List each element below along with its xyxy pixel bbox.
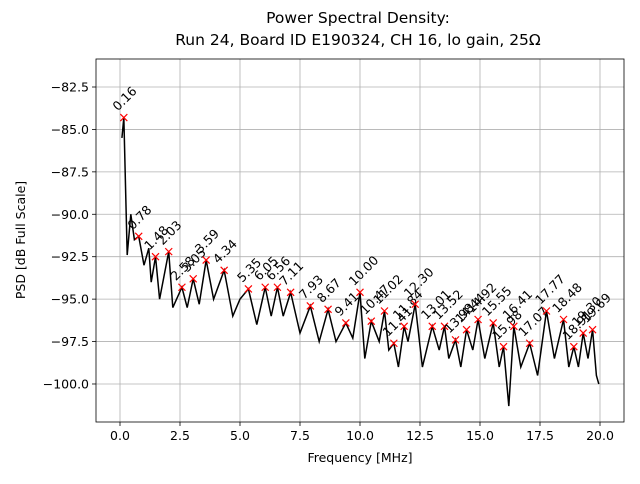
y-tick-label: −97.5 — [51, 334, 89, 349]
peak-marker — [411, 300, 420, 309]
peak-marker — [164, 247, 173, 256]
peak-marker — [588, 325, 597, 334]
chart-title: Power Spectral Density: — [266, 9, 450, 27]
y-tick-label: −90.0 — [51, 207, 89, 222]
peak-marker — [341, 318, 350, 327]
peak-marker — [489, 318, 498, 327]
peak-marker — [440, 322, 449, 331]
y-tick-label: −95.0 — [51, 292, 89, 307]
x-tick-label: 5.0 — [230, 428, 250, 443]
peak-marker — [151, 252, 160, 261]
peak-marker — [367, 317, 376, 326]
y-tick-label: −92.5 — [51, 249, 89, 264]
peak-marker — [525, 339, 534, 348]
peak-marker — [189, 274, 198, 283]
peak-marker — [389, 339, 398, 348]
peak-marker — [306, 301, 315, 310]
x-tick-label: 10.0 — [346, 428, 374, 443]
peak-marker — [462, 325, 471, 334]
peak-marker — [509, 322, 518, 331]
peak-marker — [451, 335, 460, 344]
peak-marker — [499, 342, 508, 351]
y-tick-label: −82.5 — [51, 80, 89, 95]
x-tick-label: 17.5 — [526, 428, 554, 443]
plot-frame — [95, 58, 625, 423]
peak-marker — [273, 283, 282, 292]
peak-marker — [119, 113, 128, 122]
peak-marker — [220, 266, 229, 275]
peak-marker — [400, 322, 409, 331]
x-tick-label: 20.0 — [586, 428, 614, 443]
peak-marker — [542, 307, 551, 315]
peak-marker — [244, 285, 253, 293]
chart-subtitle: Run 24, Board ID E190324, CH 16, lo gain… — [175, 31, 541, 49]
x-tick-label: 12.5 — [406, 428, 434, 443]
peak-marker — [380, 307, 389, 315]
peak-marker — [261, 283, 270, 292]
peak-marker — [324, 305, 333, 314]
peak-marker — [474, 315, 483, 324]
peak-marker — [569, 342, 578, 351]
peak-label: 0.78 — [124, 202, 154, 232]
y-tick-label: −85.0 — [51, 122, 89, 137]
y-axis-label: PSD [dB Full Scale] — [13, 181, 28, 299]
x-tick-label: 2.5 — [170, 428, 190, 443]
peak-marker — [559, 315, 568, 324]
x-axis-label: Frequency [MHz] — [307, 450, 412, 465]
y-tick-label: −100.0 — [43, 376, 89, 391]
x-tick-label: 15.0 — [466, 428, 494, 443]
x-tick-label: 0.0 — [110, 428, 130, 443]
peak-marker — [177, 283, 186, 292]
y-tick-label: −87.5 — [51, 164, 89, 179]
peak-marker — [134, 232, 143, 241]
peak-label: 0.16 — [109, 83, 139, 113]
peak-label: 10.00 — [346, 253, 382, 289]
peak-marker — [356, 288, 364, 297]
peak-marker — [202, 256, 211, 265]
peak-marker — [286, 288, 295, 297]
peak-marker — [579, 329, 588, 337]
peak-marker — [428, 322, 437, 331]
x-tick-label: 7.5 — [290, 428, 310, 443]
